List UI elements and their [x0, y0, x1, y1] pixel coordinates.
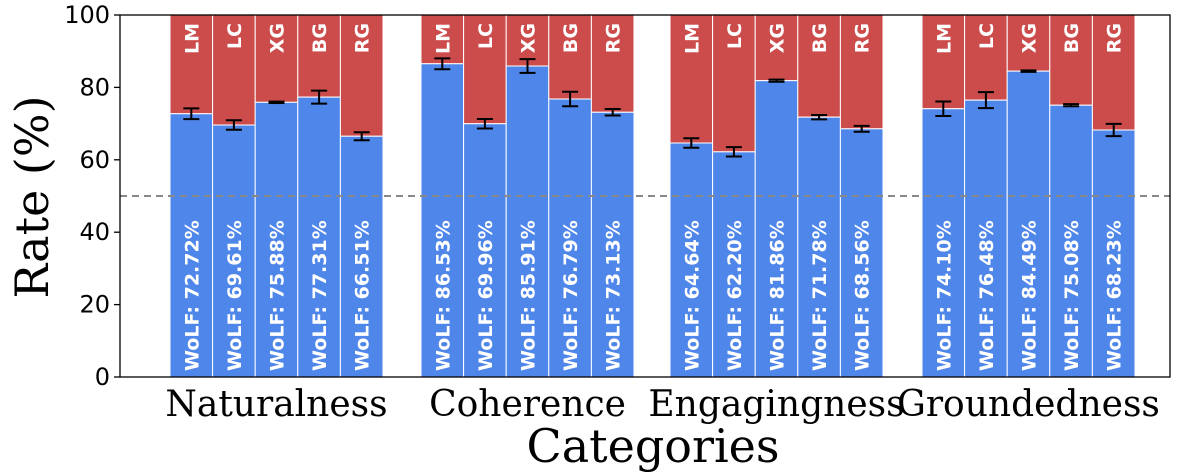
bar-value-label: WoLF: 81.86% — [767, 220, 789, 371]
category-group-groundedness: LM WoLF: 74.10% LC WoLF: 76.48% XG WoLF: 84.4… — [921, 14, 1136, 378]
bar-code-label: XG — [267, 23, 289, 53]
bar-upper-segment — [212, 14, 256, 126]
y-tick-label: 80 — [79, 73, 110, 101]
bar-upper-segment — [590, 14, 635, 113]
bar-value-label: WoLF: 76.79% — [560, 220, 582, 371]
bar-code-label: RG — [1104, 23, 1126, 53]
bar-code-label: LC — [224, 23, 246, 49]
bar-lower-segment — [297, 96, 341, 378]
bar-code-label: XG — [1019, 23, 1041, 53]
bar-upper-segment — [297, 14, 341, 98]
plot-frame — [119, 14, 1171, 378]
bar-lower-segment — [754, 80, 799, 378]
y-tick-label: 100 — [64, 1, 110, 29]
bar-lower-segment — [505, 65, 550, 378]
bar-code-label: RG — [352, 23, 374, 53]
bar-code-label: LM — [181, 23, 203, 54]
bar-value-label: WoLF: 62.20% — [724, 220, 746, 371]
bar-code-label: RG — [603, 23, 625, 53]
bar-code-label: RG — [852, 23, 874, 53]
bar-code-label: BG — [1061, 23, 1083, 53]
bar-value-label: WoLF: 66.51% — [352, 220, 374, 371]
x-tick-label: Coherence — [429, 384, 626, 425]
y-axis-title: Rate (%) — [5, 95, 59, 298]
bar-lower-segment — [1006, 70, 1051, 378]
category-group-engagingness: LM WoLF: 64.64% LC WoLF: 62.20% XG WoLF: 81.8… — [669, 14, 884, 378]
bar-lower-segment — [797, 116, 841, 378]
bar-code-label: LC — [976, 23, 998, 49]
bar-code-label: XG — [518, 23, 540, 53]
bar-code-label: LM — [681, 23, 703, 54]
bar-code-label: LC — [475, 23, 497, 49]
bar-upper-segment — [964, 14, 1008, 101]
bar-value-label: WoLF: 68.56% — [852, 220, 874, 371]
bar-code-label: XG — [767, 23, 789, 53]
bar-value-label: WoLF: 64.64% — [681, 220, 703, 371]
bar-code-label: BG — [809, 23, 831, 53]
bar-value-label: WoLF: 85.91% — [518, 220, 540, 371]
bar-upper-segment — [420, 14, 465, 65]
bar-value-label: WoLF: 72.72% — [181, 220, 203, 371]
bar-lower-segment — [712, 151, 756, 378]
bar-value-label: WoLF: 76.48% — [976, 220, 998, 371]
y-tick-label: 20 — [79, 291, 110, 319]
bar-value-label: WoLF: 68.23% — [1104, 220, 1126, 371]
bars-layer: LM WoLF: 72.72% LC WoLF: 69.61% XG WoLF: 75.8… — [169, 14, 1136, 378]
bar-lower-segment — [1091, 129, 1136, 378]
category-group-naturalness: LM WoLF: 72.72% LC WoLF: 69.61% XG WoLF: 75.8… — [169, 14, 384, 378]
bar-lower-segment — [1049, 104, 1093, 378]
y-tick-label: 0 — [95, 363, 110, 391]
bar-upper-segment — [839, 14, 884, 130]
bar-value-label: WoLF: 74.10% — [933, 220, 955, 371]
x-axis-title: Categories — [527, 419, 780, 473]
bar-upper-segment — [669, 14, 714, 144]
bar-value-label: WoLF: 73.13% — [603, 220, 625, 371]
category-group-coherence: LM WoLF: 86.53% LC WoLF: 69.96% XG WoLF: 85.9… — [420, 14, 635, 378]
bar-value-label: WoLF: 71.78% — [809, 220, 831, 371]
bar-value-label: WoLF: 84.49% — [1019, 220, 1041, 371]
bar-code-label: LM — [432, 23, 454, 54]
bar-code-label: LC — [724, 23, 746, 49]
bar-lower-segment — [839, 128, 884, 378]
axes-layer: Naturalness Coherence EngagingnessGrounded… — [64, 1, 1171, 425]
bar-code-label: BG — [560, 23, 582, 53]
bar-lower-segment — [169, 113, 214, 378]
y-tick-label: 60 — [79, 146, 110, 174]
x-tick-label: Engagingness — [648, 384, 904, 425]
bar-value-label: WoLF: 86.53% — [432, 220, 454, 371]
bar-value-label: WoLF: 75.88% — [267, 220, 289, 371]
bar-value-label: WoLF: 77.31% — [309, 220, 331, 371]
y-tick-label: 40 — [79, 218, 110, 246]
bar-upper-segment — [1006, 14, 1051, 72]
bar-upper-segment — [169, 14, 214, 115]
bar-value-label: WoLF: 69.96% — [475, 220, 497, 371]
x-tick-label: Groundedness — [897, 384, 1160, 425]
x-tick-label: Naturalness — [165, 384, 387, 425]
bar-lower-segment — [548, 98, 592, 378]
bar-value-label: WoLF: 75.08% — [1061, 220, 1083, 371]
bar-lower-segment — [921, 108, 966, 378]
bar-value-label: WoLF: 69.61% — [224, 220, 246, 371]
bar-code-label: BG — [309, 23, 331, 53]
bar-lower-segment — [463, 123, 507, 378]
bar-code-label: LM — [933, 23, 955, 54]
